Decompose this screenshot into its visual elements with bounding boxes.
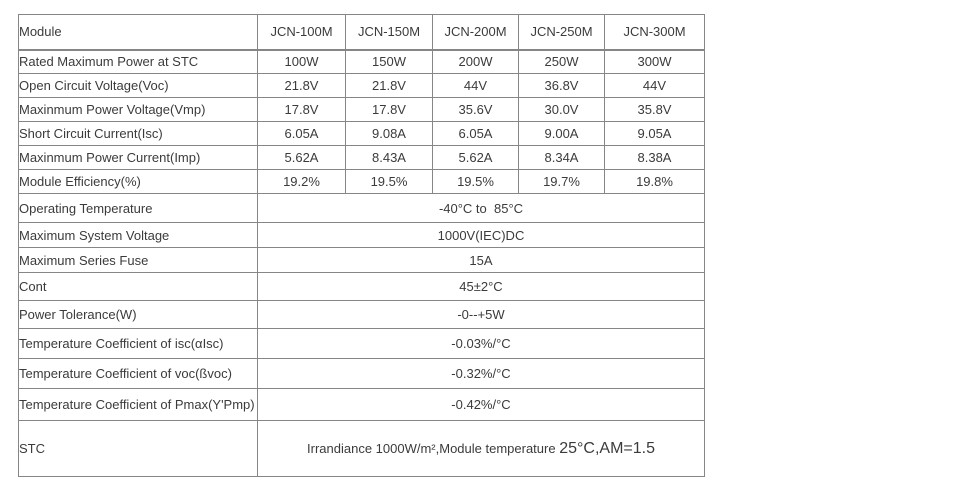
spec-value: 19.8% <box>604 169 705 194</box>
spec-value: 17.8V <box>257 97 346 122</box>
spec-value: 250W <box>518 49 605 74</box>
header-module-label: Module <box>18 14 258 51</box>
row-label: Power Tolerance(W) <box>18 300 258 329</box>
spec-value: 100W <box>257 49 346 74</box>
span-value: -0.32%/°C <box>257 358 705 389</box>
row-label: Rated Maximum Power at STC <box>18 49 258 74</box>
span-value: -40°C to 85°C <box>257 193 705 223</box>
spec-value: 8.38A <box>604 145 705 170</box>
row-label: Short Circuit Current(Isc) <box>18 121 258 146</box>
spec-value: 30.0V <box>518 97 605 122</box>
spec-value: 19.7% <box>518 169 605 194</box>
spec-value: 8.43A <box>345 145 433 170</box>
spec-value: 9.05A <box>604 121 705 146</box>
span-value: -0.03%/°C <box>257 328 705 359</box>
spec-value: 19.2% <box>257 169 346 194</box>
row-label: Temperature Coefficient of Pmax(Y'Pmp) <box>18 388 258 421</box>
row-label: Cont <box>18 272 258 301</box>
row-label: Maximum System Voltage <box>18 222 258 248</box>
span-value: -0--+5W <box>257 300 705 329</box>
column-header-jcn-250m: JCN-250M <box>518 14 605 51</box>
table-row-stc: STC Irrandiance 1000W/m²,Module temperat… <box>18 420 705 477</box>
spec-value: 21.8V <box>345 73 433 98</box>
table-row-efficiency: Module Efficiency(%) 19.2% 19.5% 19.5% 1… <box>18 169 705 194</box>
stc-value-text: Irrandiance 1000W/m²,Module temperature <box>307 440 560 456</box>
table-header-row: Module JCN-100M JCN-150M JCN-200M JCN-25… <box>18 14 705 51</box>
table-row-max-system-voltage: Maximum System Voltage 1000V(IEC)DC <box>18 222 705 248</box>
table-row-cont: Cont 45±2°C <box>18 272 705 301</box>
column-header-jcn-100m: JCN-100M <box>257 14 346 51</box>
row-label: Maxinmum Power Voltage(Vmp) <box>18 97 258 122</box>
spec-value: 35.8V <box>604 97 705 122</box>
span-value: 1000V(IEC)DC <box>257 222 705 248</box>
row-label: Open Circuit Voltage(Voc) <box>18 73 258 98</box>
column-header-jcn-200m: JCN-200M <box>432 14 519 51</box>
spec-value: 9.08A <box>345 121 433 146</box>
row-label: STC <box>18 420 258 477</box>
table-row-max-series-fuse: Maximum Series Fuse 15A <box>18 247 705 273</box>
table-row-power-tolerance: Power Tolerance(W) -0--+5W <box>18 300 705 329</box>
span-value: 15A <box>257 247 705 273</box>
spec-value: 19.5% <box>432 169 519 194</box>
row-label: Module Efficiency(%) <box>18 169 258 194</box>
spec-value: 44V <box>432 73 519 98</box>
spec-value: 5.62A <box>257 145 346 170</box>
spec-value: 21.8V <box>257 73 346 98</box>
column-header-jcn-300m: JCN-300M <box>604 14 705 51</box>
spec-value: 17.8V <box>345 97 433 122</box>
spec-value: 6.05A <box>257 121 346 146</box>
row-label: Maximum Series Fuse <box>18 247 258 273</box>
spec-value: 36.8V <box>518 73 605 98</box>
span-value: 45±2°C <box>257 272 705 301</box>
spec-value: 5.62A <box>432 145 519 170</box>
spec-value: 9.00A <box>518 121 605 146</box>
table-row-isc: Short Circuit Current(Isc) 6.05A 9.08A 6… <box>18 121 705 146</box>
spec-value: 44V <box>604 73 705 98</box>
spec-value: 150W <box>345 49 433 74</box>
stc-value-cell: Irrandiance 1000W/m²,Module temperature … <box>257 420 705 477</box>
table-row-operating-temperature: Operating Temperature -40°C to 85°C <box>18 193 705 223</box>
table-row-temp-coeff-isc: Temperature Coefficient of isc(αIsc) -0.… <box>18 328 705 359</box>
table-row-imp: Maxinmum Power Current(Imp) 5.62A 8.43A … <box>18 145 705 170</box>
spec-value: 19.5% <box>345 169 433 194</box>
module-spec-table: Module JCN-100M JCN-150M JCN-200M JCN-25… <box>18 14 705 477</box>
span-value: -0.42%/°C <box>257 388 705 421</box>
spec-value: 200W <box>432 49 519 74</box>
table-row-temp-coeff-voc: Temperature Coefficient of voc(ßvoc) -0.… <box>18 358 705 389</box>
table-row-voc: Open Circuit Voltage(Voc) 21.8V 21.8V 44… <box>18 73 705 98</box>
table-row-temp-coeff-pmax: Temperature Coefficient of Pmax(Y'Pmp) -… <box>18 388 705 421</box>
spec-table-container: Module JCN-100M JCN-150M JCN-200M JCN-25… <box>18 14 705 477</box>
column-header-jcn-150m: JCN-150M <box>345 14 433 51</box>
row-label: Temperature Coefficient of voc(ßvoc) <box>18 358 258 389</box>
spec-value: 6.05A <box>432 121 519 146</box>
stc-value-highlight: 25°C,AM=1.5 <box>559 439 655 457</box>
table-row-vmp: Maxinmum Power Voltage(Vmp) 17.8V 17.8V … <box>18 97 705 122</box>
spec-value: 300W <box>604 49 705 74</box>
row-label: Operating Temperature <box>18 193 258 223</box>
spec-value: 35.6V <box>432 97 519 122</box>
row-label: Temperature Coefficient of isc(αIsc) <box>18 328 258 359</box>
row-label: Maxinmum Power Current(Imp) <box>18 145 258 170</box>
spec-value: 8.34A <box>518 145 605 170</box>
table-row-rated-power: Rated Maximum Power at STC 100W 150W 200… <box>18 49 705 74</box>
